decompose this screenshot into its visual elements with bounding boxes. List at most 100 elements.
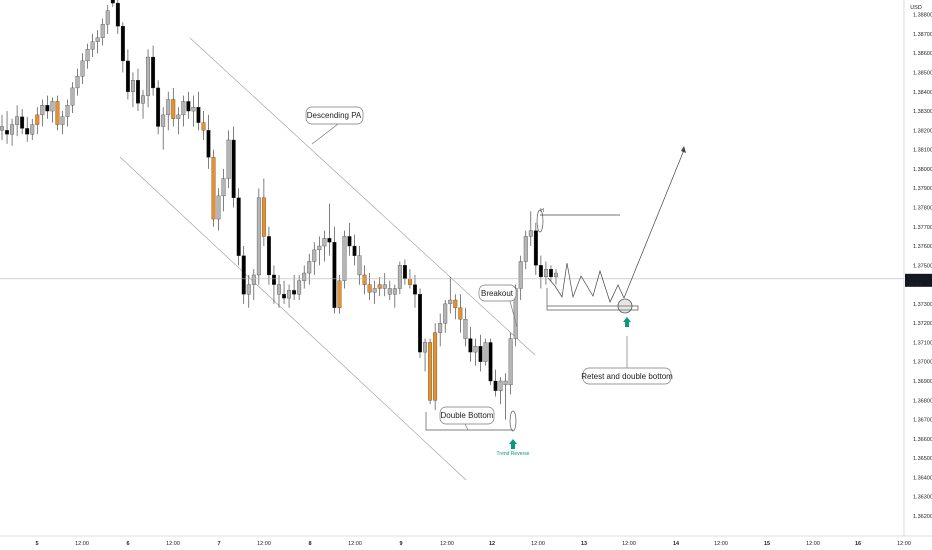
x-tick-label: 12:00 (166, 541, 180, 547)
retest-marker (617, 298, 633, 314)
candle (277, 274, 281, 308)
candle (377, 276, 382, 297)
x-tick-label: 12:00 (531, 541, 545, 547)
candle (533, 222, 538, 275)
candle (206, 114, 211, 169)
candle (528, 211, 533, 247)
callout-box (478, 284, 517, 302)
candle-body (357, 255, 362, 276)
candle (55, 95, 60, 131)
up-arrow-icon (509, 439, 517, 449)
candle-body (266, 236, 271, 276)
x-tick-label: 7 (217, 541, 220, 547)
candle-body (282, 294, 286, 299)
callout-text: Breakout (481, 289, 514, 298)
candle-body (251, 274, 256, 285)
candle-body (377, 284, 382, 289)
candle (161, 107, 166, 150)
candle-body (181, 101, 186, 116)
candle (90, 33, 95, 58)
candle (191, 95, 196, 127)
candle (151, 45, 156, 96)
candle (372, 280, 377, 304)
candle-body (488, 342, 493, 382)
candle (332, 226, 337, 314)
candle-body (468, 338, 473, 353)
candle-body (407, 278, 412, 285)
x-tick-label: 16 (855, 541, 861, 547)
y-tick-label: 1.37300 (913, 302, 932, 308)
candle (518, 255, 523, 301)
candle-body (231, 139, 236, 198)
candle-body (256, 197, 261, 276)
candle-body (367, 284, 372, 293)
y-tick-label: 1.38100 (913, 148, 932, 154)
candle-body (418, 294, 422, 353)
candle-body (397, 265, 402, 289)
y-tick-label: 1.37600 (913, 244, 932, 250)
candle (423, 338, 428, 372)
candle (256, 188, 261, 285)
current-price-value: 1.37430 (908, 276, 928, 282)
candle-body (10, 124, 15, 135)
current-price-tag (905, 273, 932, 287)
candle-body (95, 37, 100, 42)
candle-body (85, 49, 90, 62)
candle (382, 273, 387, 297)
candle-body (201, 122, 206, 131)
candle (211, 149, 216, 227)
x-tick-label: 9 (399, 541, 402, 547)
candle (125, 49, 130, 100)
y-tick-label: 1.37900 (913, 186, 932, 192)
candle-body (115, 2, 120, 27)
candle-body (216, 195, 221, 220)
candle-body (125, 60, 130, 92)
candle-body (302, 272, 307, 281)
y-tick-label: 1.36200 (913, 514, 932, 520)
candle (221, 168, 226, 212)
candle (357, 246, 362, 285)
x-tick-label: 12:00 (348, 541, 362, 547)
candle-body (50, 101, 55, 112)
candle (251, 269, 256, 301)
trend-reverse-label: Trend Reverse (497, 451, 530, 457)
candle (297, 274, 302, 301)
y-tick-label: 1.37500 (913, 263, 932, 269)
time-axis[interactable]: 5 12:00 6 12:00 7 12:00 8 12:00 9 12:00 12 12:00 13 1… (0, 535, 932, 547)
candle (115, 0, 120, 34)
candle-body (166, 99, 171, 116)
candle-body (322, 238, 327, 247)
y-tick-label: 1.36400 (913, 475, 932, 481)
candle-body (90, 41, 95, 50)
candle-body (206, 130, 211, 158)
candle (120, 22, 125, 73)
candle (508, 332, 513, 395)
candle (503, 373, 508, 420)
candle-body (100, 24, 105, 38)
projected-path (547, 262, 625, 303)
candle (80, 53, 85, 85)
up-arrow-icon (623, 317, 631, 327)
candle (146, 49, 151, 108)
candle (10, 118, 15, 146)
candle-body (261, 197, 266, 237)
price-axis[interactable]: USD 1.38800 1.38700 1.38600 1.38500 1.38400 1.… (903, 0, 932, 536)
candle (523, 230, 528, 270)
y-tick-label: 1.36700 (913, 418, 932, 424)
candle-body (30, 124, 35, 135)
candle (261, 178, 266, 247)
candle-body (211, 157, 216, 220)
candle-body (141, 95, 145, 104)
candle-body (105, 10, 110, 25)
candle-body (221, 178, 226, 197)
candle (367, 273, 372, 301)
candle-body (60, 116, 65, 125)
y-tick-label: 1.36500 (913, 456, 932, 462)
candle-body (161, 114, 166, 127)
x-tick-label: 12:00 (622, 541, 636, 547)
candle (70, 82, 75, 113)
candle-body (136, 80, 140, 104)
candle-body (483, 342, 488, 362)
candle-body (342, 236, 347, 281)
